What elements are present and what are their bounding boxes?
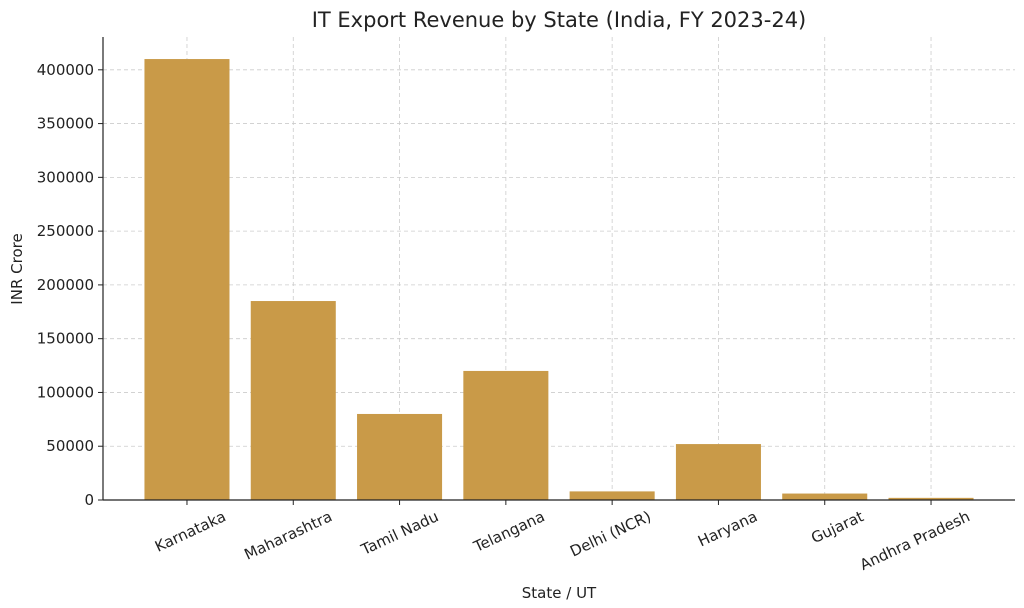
x-tick-label: Tamil Nadu [357,507,441,559]
y-tick-label: 100000 [37,383,94,401]
chart-title: IT Export Revenue by State (India, FY 20… [312,8,807,32]
bar-haryana [675,444,761,500]
bar-maharashtra [250,301,336,500]
x-axis-label: State / UT [522,584,597,602]
x-tick-label: Gujarat [808,507,866,547]
y-ticks: 0 50000 100000 150000 200000 250000 300000 3500… [37,61,103,509]
x-tick-label: Delhi (NCR) [567,507,654,560]
y-tick-label: 200000 [37,276,94,294]
x-tick-label: Haryana [695,507,760,550]
bar-karnataka [144,59,230,501]
bar-andhra-pradesh [888,497,974,500]
bars [144,59,974,501]
bar-tamil-nadu [357,413,443,500]
grid [103,37,1015,501]
x-ticks: Karnataka Maharashtra Tamil Nadu Telangana D… [152,500,973,574]
x-tick-label: Karnataka [152,507,229,555]
y-tick-label: 250000 [37,222,94,240]
bar-gujarat [782,493,868,500]
x-tick-label: Maharashtra [241,507,334,563]
bar-delhi-ncr- [569,491,655,500]
y-tick-label: 150000 [37,330,94,348]
y-axis-label: INR Crore [8,233,26,304]
y-tick-label: 0 [84,491,94,509]
y-tick-label: 50000 [46,437,94,455]
x-tick-label: Andhra Pradesh [857,507,973,574]
y-tick-label: 300000 [37,168,94,186]
y-tick-label: 350000 [37,115,94,133]
x-tick-label: Telangana [470,507,548,556]
y-tick-label: 400000 [37,61,94,79]
axes [102,37,1015,501]
bar-telangana [463,370,549,500]
